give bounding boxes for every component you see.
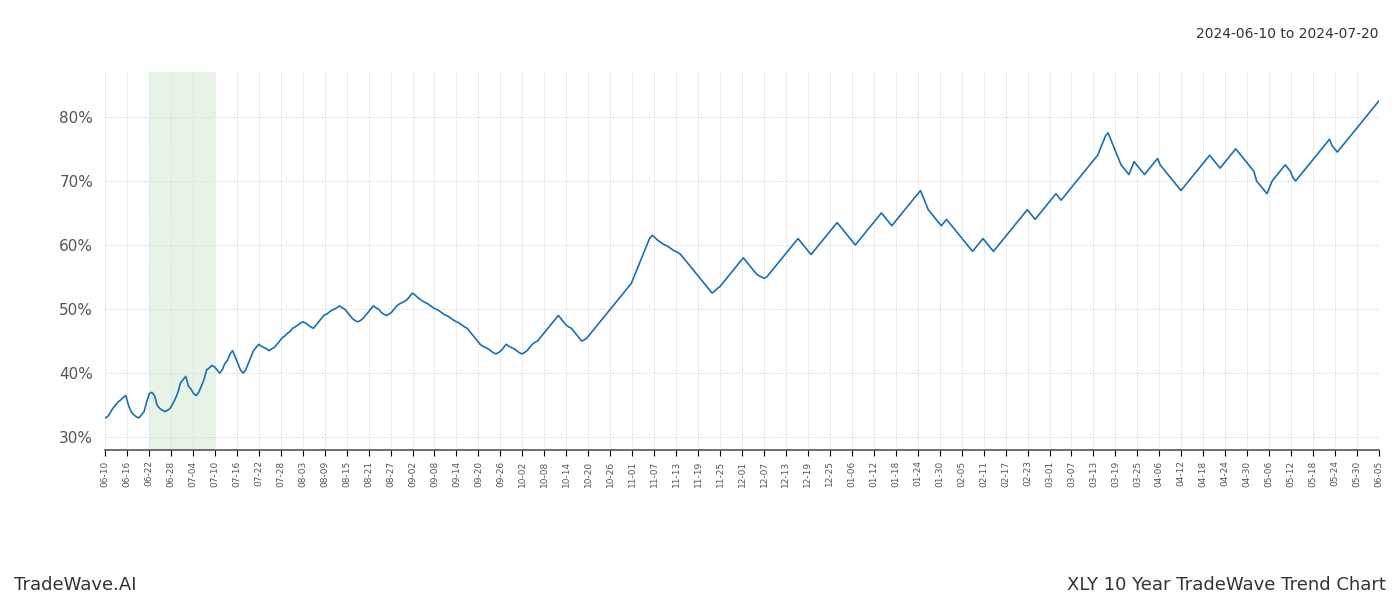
Text: 2024-06-10 to 2024-07-20: 2024-06-10 to 2024-07-20 [1197,27,1379,41]
Text: XLY 10 Year TradeWave Trend Chart: XLY 10 Year TradeWave Trend Chart [1067,576,1386,594]
Text: TradeWave.AI: TradeWave.AI [14,576,137,594]
Bar [148,72,214,450]
